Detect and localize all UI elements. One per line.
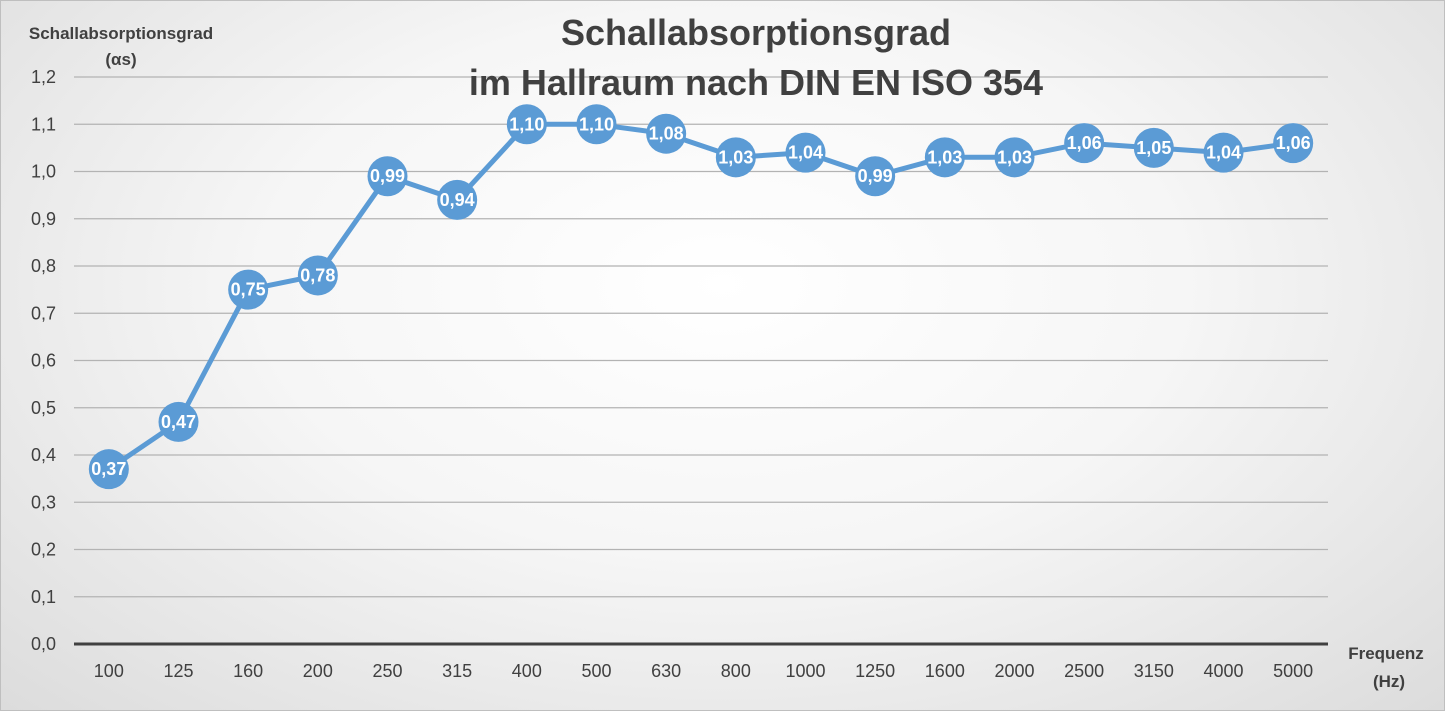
x-tick-label: 2500	[1064, 661, 1104, 681]
data-label: 1,08	[649, 124, 684, 144]
data-label: 1,10	[509, 114, 544, 134]
y-tick-label: 0,3	[31, 492, 56, 512]
data-label: 1,03	[997, 147, 1032, 167]
y-tick-label: 0,7	[31, 303, 56, 323]
series-line	[106, 121, 1296, 472]
y-tick-label: 0,1	[31, 587, 56, 607]
data-point	[506, 104, 547, 145]
data-point	[1273, 123, 1314, 164]
x-tick-label: 3150	[1134, 661, 1174, 681]
data-point	[228, 269, 269, 310]
data-point	[646, 113, 687, 154]
text-layer: Schallabsorptionsgrad im Hallraum nach D…	[29, 12, 1424, 691]
x-tick-label: 630	[651, 661, 681, 681]
y-tick-label: 0,8	[31, 256, 56, 276]
x-tick-label: 250	[372, 661, 402, 681]
x-tick-label: 500	[581, 661, 611, 681]
x-tick-label: 200	[303, 661, 333, 681]
data-point	[924, 137, 965, 178]
data-point	[88, 449, 129, 490]
x-tick-label: 4000	[1203, 661, 1243, 681]
x-axis-label-line-2: (Hz)	[1373, 672, 1405, 691]
data-label: 0,99	[858, 166, 893, 186]
data-label: 1,06	[1276, 133, 1311, 153]
data-label: 1,05	[1136, 138, 1171, 158]
data-point	[1203, 132, 1244, 173]
y-tick-label: 0,2	[31, 540, 56, 560]
x-tick-label: 1250	[855, 661, 895, 681]
data-label: 1,10	[579, 114, 614, 134]
y-axis-label-line-2: (αs)	[105, 50, 136, 69]
data-point	[715, 137, 756, 178]
marker-layer: 0,37 0,47 0,75 0,78 0,99 0,94 1,10 1,10 1,08 1,03…	[88, 104, 1314, 490]
data-point	[855, 156, 896, 197]
y-tick-label: 1,2	[31, 67, 56, 87]
y-tick-label: 0,0	[31, 634, 56, 654]
data-label: 0,99	[370, 166, 405, 186]
data-point	[297, 255, 338, 296]
y-axis-label-line-1: Schallabsorptionsgrad	[29, 24, 213, 43]
data-point	[437, 179, 478, 220]
y-tick-label: 0,5	[31, 398, 56, 418]
y-tick-label: 0,9	[31, 209, 56, 229]
x-tick-label: 400	[512, 661, 542, 681]
data-label: 0,47	[161, 412, 196, 432]
x-tick-label: 315	[442, 661, 472, 681]
data-label: 0,78	[300, 265, 335, 285]
data-label: 0,75	[231, 280, 266, 300]
chart-title-line-1: Schallabsorptionsgrad	[561, 12, 951, 53]
data-point	[367, 156, 408, 197]
x-tick-label: 1600	[925, 661, 965, 681]
data-label: 1,04	[788, 143, 823, 163]
data-point	[1064, 123, 1105, 164]
data-point	[785, 132, 826, 173]
data-label: 1,06	[1067, 133, 1102, 153]
y-tick-label: 1,1	[31, 114, 56, 134]
x-tick-label: 100	[94, 661, 124, 681]
data-point	[576, 104, 617, 145]
x-tick-label: 125	[163, 661, 193, 681]
x-tick-label: 160	[233, 661, 263, 681]
data-label: 1,04	[1206, 143, 1241, 163]
data-point	[158, 401, 199, 442]
x-tick-label: 2000	[994, 661, 1034, 681]
x-tick-label: 800	[721, 661, 751, 681]
x-tick-label: 1000	[785, 661, 825, 681]
y-tick-label: 0,4	[31, 445, 56, 465]
line-layer	[106, 121, 1296, 472]
data-label: 1,03	[718, 147, 753, 167]
data-point	[1133, 127, 1174, 168]
y-tick-label: 1,0	[31, 162, 56, 182]
data-label: 0,37	[91, 459, 126, 479]
chart-title-line-2: im Hallraum nach DIN EN ISO 354	[469, 62, 1043, 103]
grid-layer	[74, 76, 1328, 598]
data-point	[994, 137, 1035, 178]
data-label: 0,94	[440, 190, 475, 210]
y-tick-label: 0,6	[31, 351, 56, 371]
axis-layer: 0,0 0,1 0,2 0,3 0,4 0,5 0,6 0,7 0,8 0,9 1,0 1,1 1,2 1…	[31, 67, 1328, 681]
x-tick-label: 5000	[1273, 661, 1313, 681]
x-axis-label-line-1: Frequenz	[1348, 644, 1424, 663]
data-label: 1,03	[927, 147, 962, 167]
